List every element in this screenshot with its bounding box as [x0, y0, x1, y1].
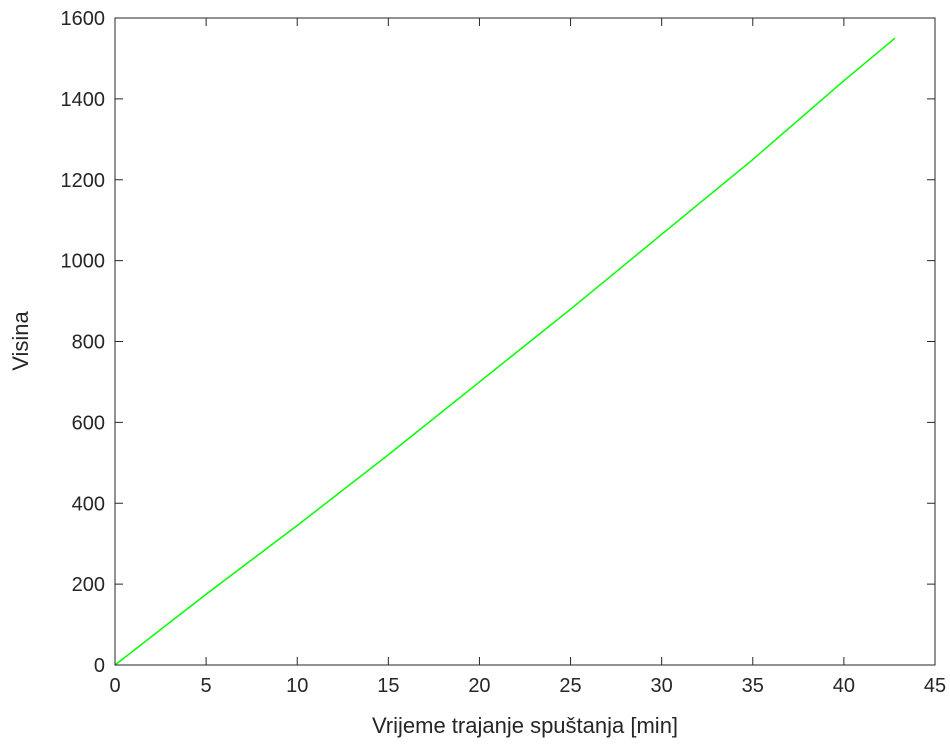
- y-tick-label: 800: [72, 332, 105, 354]
- plot-area: [115, 18, 935, 665]
- x-tick-label: 45: [924, 675, 946, 697]
- series-layer: [114, 37, 896, 666]
- x-tick-label: 15: [377, 675, 399, 697]
- x-tick-label: 20: [468, 675, 490, 697]
- x-tick-label: 5: [201, 675, 212, 697]
- y-tick-label: 1600: [61, 8, 106, 30]
- x-tick-label: 0: [109, 675, 120, 697]
- series-line: [114, 37, 896, 666]
- y-tick-label: 200: [72, 574, 105, 596]
- x-tick-label: 25: [559, 675, 581, 697]
- x-tick-label: 35: [742, 675, 764, 697]
- ticks: 0 5 10 15 20 25 30 35 40 45 0 200 400 600 800 1000 1200 1…: [61, 8, 947, 697]
- y-tick-label: 1000: [61, 251, 106, 273]
- y-tick-label: 600: [72, 412, 105, 434]
- y-tick-label: 400: [72, 493, 105, 515]
- x-tick-label: 40: [833, 675, 855, 697]
- y-tick-label: 1400: [61, 89, 106, 111]
- x-axis-label: Vrijeme trajanje spuštanja [min]: [372, 713, 678, 738]
- x-tick-label: 30: [651, 675, 673, 697]
- y-tick-label: 0: [94, 655, 105, 677]
- x-tick-label: 10: [286, 675, 308, 697]
- y-tick-label: 1200: [61, 170, 106, 192]
- axes-box: [114, 17, 936, 666]
- y-axis-label: Visina: [8, 310, 33, 370]
